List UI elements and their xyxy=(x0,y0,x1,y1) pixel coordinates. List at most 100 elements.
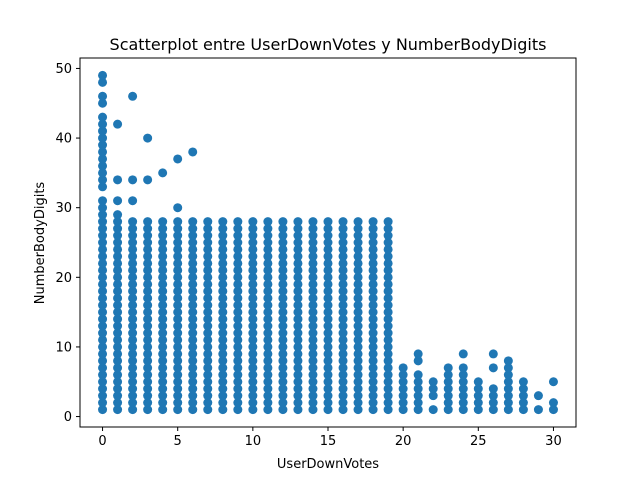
scatter-point xyxy=(233,342,243,352)
scatter-point xyxy=(98,112,108,122)
scatter-point xyxy=(383,328,393,338)
scatter-point xyxy=(293,293,303,303)
scatter-point xyxy=(188,224,198,234)
scatter-point xyxy=(203,293,213,303)
scatter-point xyxy=(248,314,258,324)
scatter-point xyxy=(263,300,273,310)
scatter-point xyxy=(218,328,228,338)
scatter-point xyxy=(173,300,183,310)
scatter-point xyxy=(233,238,243,247)
scatter-point xyxy=(323,244,333,254)
scatter-point xyxy=(353,370,363,380)
scatter-point xyxy=(263,342,273,352)
scatter-point xyxy=(308,356,318,366)
scatter-point xyxy=(398,377,408,387)
scatter-point xyxy=(233,314,243,324)
scatter-point xyxy=(263,307,273,317)
scatter-point xyxy=(308,405,318,415)
scatter-point xyxy=(98,161,108,171)
scatter-point xyxy=(98,328,108,338)
scatter-point xyxy=(263,335,273,345)
scatter-point xyxy=(338,244,348,254)
scatter-point xyxy=(188,377,198,387)
scatter-point xyxy=(323,342,333,352)
scatter-point xyxy=(143,391,153,401)
scatter-point xyxy=(368,224,378,234)
scatter-point xyxy=(158,307,168,317)
scatter-point xyxy=(98,370,108,380)
scatter-point xyxy=(128,321,138,331)
scatter-point xyxy=(218,335,228,345)
scatter-point xyxy=(143,231,153,241)
scatter-point xyxy=(263,384,273,394)
scatter-point xyxy=(143,175,153,185)
scatter-point xyxy=(323,231,333,241)
scatter-point xyxy=(98,391,108,401)
scatter-point xyxy=(188,286,198,296)
scatter-point xyxy=(158,328,168,338)
scatter-point xyxy=(263,405,273,415)
scatter-point xyxy=(488,391,498,401)
scatter-point xyxy=(143,244,153,254)
scatter-point xyxy=(293,217,303,227)
scatter-point xyxy=(308,272,318,282)
scatter-point xyxy=(263,224,273,234)
scatter-point xyxy=(233,224,243,234)
scatter-point xyxy=(293,363,303,373)
scatter-point xyxy=(323,300,333,310)
scatter-point xyxy=(218,272,228,282)
scatter-point xyxy=(233,293,243,303)
scatter-point xyxy=(248,217,258,227)
scatter-point xyxy=(98,377,108,387)
scatter-point xyxy=(368,384,378,394)
scatter-point xyxy=(263,377,273,387)
scatter-point xyxy=(308,377,318,387)
scatter-point xyxy=(458,370,468,380)
scatter-point xyxy=(218,370,228,380)
scatter-point xyxy=(503,377,513,387)
scatter-point xyxy=(203,405,213,415)
scatter-point xyxy=(218,217,228,227)
scatter-point xyxy=(263,272,273,282)
scatter-point xyxy=(293,335,303,345)
scatter-point xyxy=(98,196,108,206)
scatter-point xyxy=(203,300,213,310)
scatter-point xyxy=(338,363,348,373)
scatter-point xyxy=(128,244,138,254)
scatter-point xyxy=(113,196,123,206)
scatter-point xyxy=(383,258,393,268)
scatter-point xyxy=(353,384,363,394)
scatter-point xyxy=(323,384,333,394)
scatter-point xyxy=(263,258,273,268)
scatter-point xyxy=(428,384,438,394)
scatter-point xyxy=(548,405,558,415)
scatter-point xyxy=(98,168,108,178)
scatter-point xyxy=(368,307,378,317)
scatter-point xyxy=(518,398,528,408)
scatter-point xyxy=(98,70,108,80)
scatter-point xyxy=(323,321,333,331)
x-tick-label: 10 xyxy=(245,434,262,449)
scatter-point xyxy=(128,377,138,387)
scatter-point xyxy=(368,377,378,387)
scatter-point xyxy=(323,370,333,380)
scatter-point xyxy=(278,265,288,275)
scatter-point xyxy=(128,258,138,268)
scatter-point xyxy=(248,328,258,338)
scatter-point xyxy=(98,91,108,101)
scatter-point xyxy=(98,307,108,317)
scatter-point xyxy=(113,244,123,254)
scatter-point xyxy=(128,175,138,185)
scatter-point xyxy=(188,231,198,241)
scatter-point xyxy=(338,391,348,401)
scatter-point xyxy=(488,363,498,373)
scatter-point xyxy=(188,265,198,275)
scatter-point xyxy=(248,224,258,234)
scatter-point xyxy=(308,349,318,359)
scatter-point xyxy=(518,377,528,387)
scatter-point xyxy=(128,384,138,394)
scatter-point xyxy=(218,265,228,275)
scatter-point xyxy=(293,342,303,352)
scatter-point xyxy=(443,391,453,401)
scatter-point xyxy=(248,231,258,241)
